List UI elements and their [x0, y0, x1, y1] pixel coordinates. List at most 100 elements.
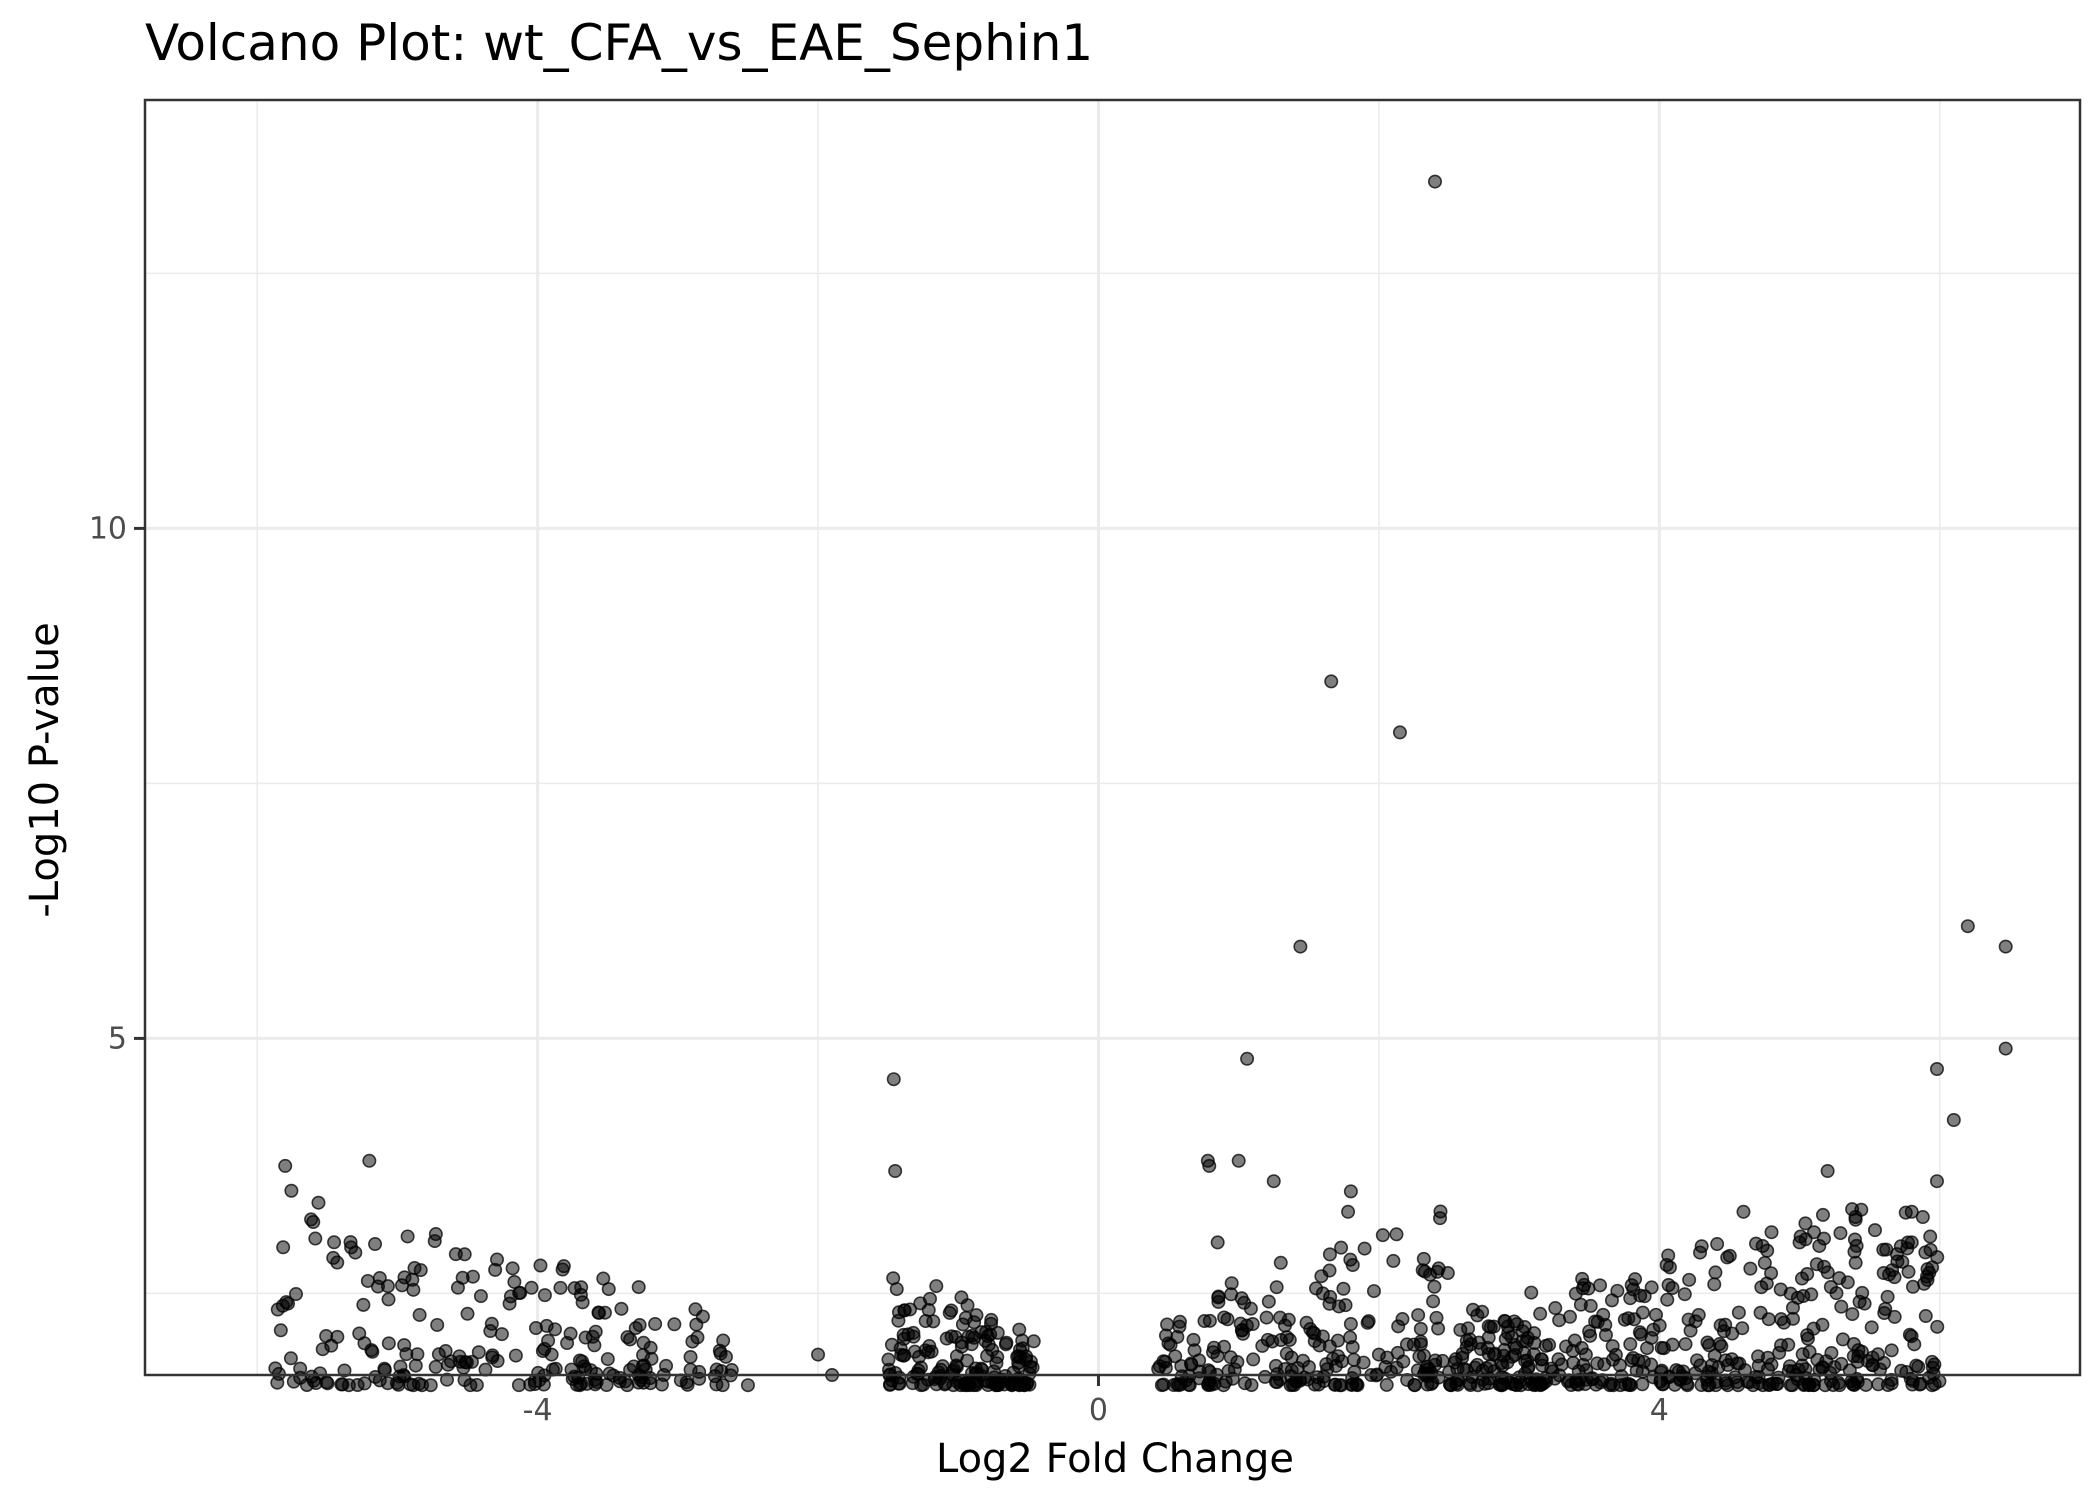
data-point — [490, 1354, 505, 1369]
data-point — [1005, 1376, 1020, 1391]
data-point — [882, 1377, 897, 1392]
grid — [145, 100, 2080, 1375]
data-point — [1722, 1248, 1737, 1263]
data-point — [1755, 1239, 1770, 1254]
data-point — [1336, 1281, 1351, 1296]
data-point — [343, 1235, 358, 1250]
data-point — [1210, 1235, 1225, 1250]
data-point — [679, 1375, 694, 1390]
data-point — [362, 1153, 377, 1168]
data-point — [503, 1289, 518, 1304]
data-point — [330, 1255, 345, 1270]
data-point — [1691, 1307, 1706, 1322]
data-point — [356, 1297, 371, 1312]
data-point — [1261, 1294, 1276, 1309]
data-point — [1927, 1377, 1942, 1392]
data-point — [1871, 1377, 1886, 1392]
data-point — [1865, 1350, 1880, 1365]
data-point — [364, 1343, 379, 1358]
data-point — [1389, 1227, 1404, 1242]
data-point — [981, 1374, 996, 1389]
data-point — [569, 1377, 584, 1392]
data-point — [448, 1247, 463, 1262]
data-point — [1662, 1260, 1677, 1275]
data-point — [341, 1378, 356, 1393]
data-point — [370, 1279, 385, 1294]
data-point — [999, 1335, 1014, 1350]
data-point — [1392, 725, 1407, 740]
data-point — [955, 1317, 970, 1332]
data-point — [587, 1338, 602, 1353]
data-point — [906, 1369, 921, 1384]
data-point — [597, 1305, 612, 1320]
data-point — [430, 1317, 445, 1332]
data-point — [1246, 1352, 1261, 1367]
data-point — [1820, 1164, 1835, 1179]
data-point — [897, 1303, 912, 1318]
data-point — [1244, 1378, 1259, 1393]
data-point — [1915, 1210, 1930, 1225]
data-point — [1847, 1232, 1862, 1247]
data-point — [1893, 1239, 1908, 1254]
data-point — [1656, 1341, 1671, 1356]
data-point — [628, 1321, 643, 1336]
data-point — [1386, 1253, 1401, 1268]
data-point — [1879, 1242, 1894, 1257]
data-point — [1832, 1271, 1847, 1286]
x-tick-label: 4 — [1650, 1393, 1669, 1428]
data-point — [654, 1377, 669, 1392]
data-point — [1551, 1352, 1566, 1367]
data-point — [1174, 1359, 1189, 1374]
data-point — [1677, 1287, 1692, 1302]
data-point — [1273, 1255, 1288, 1270]
data-point — [1173, 1377, 1188, 1392]
data-point — [1627, 1312, 1642, 1327]
data-point — [1887, 1309, 1902, 1324]
data-point — [1442, 1365, 1457, 1380]
data-point — [1345, 1340, 1360, 1355]
data-point — [636, 1375, 651, 1390]
data-point — [1268, 1358, 1283, 1373]
data-point — [1907, 1337, 1922, 1352]
data-point — [308, 1231, 323, 1246]
data-point — [403, 1377, 418, 1392]
data-point — [1325, 1351, 1340, 1366]
data-point — [1798, 1216, 1813, 1231]
data-point — [1707, 1277, 1722, 1292]
data-point — [960, 1298, 975, 1313]
x-axis: -4 0 4 — [523, 1375, 1669, 1428]
data-point — [1486, 1319, 1501, 1334]
data-point — [1790, 1372, 1805, 1387]
data-point — [1366, 1284, 1381, 1299]
data-point — [1660, 1292, 1675, 1307]
data-point — [740, 1378, 755, 1393]
data-point — [1220, 1312, 1235, 1327]
data-point — [631, 1280, 646, 1295]
data-point — [891, 1313, 906, 1328]
data-point — [1754, 1280, 1769, 1295]
data-point — [1743, 1261, 1758, 1276]
data-point — [1309, 1281, 1324, 1296]
data-point — [1661, 1278, 1676, 1293]
data-point — [1324, 674, 1339, 689]
data-point — [989, 1356, 1004, 1371]
data-point — [578, 1362, 593, 1377]
data-point — [1156, 1354, 1171, 1369]
data-point — [1417, 1264, 1432, 1279]
data-point — [1735, 1321, 1750, 1336]
data-point — [1379, 1377, 1394, 1392]
data-point — [1006, 1365, 1021, 1380]
data-point — [279, 1295, 294, 1310]
data-point — [1331, 1299, 1346, 1314]
data-point — [1206, 1345, 1221, 1360]
data-point — [524, 1280, 539, 1295]
data-point — [1884, 1376, 1899, 1391]
data-point — [1498, 1314, 1513, 1329]
data-point — [881, 1352, 896, 1367]
data-point — [1305, 1325, 1320, 1340]
data-point — [1375, 1228, 1390, 1243]
data-point — [352, 1326, 367, 1341]
data-point — [1590, 1356, 1605, 1371]
data-point — [1234, 1291, 1249, 1306]
data-point — [1314, 1269, 1329, 1284]
